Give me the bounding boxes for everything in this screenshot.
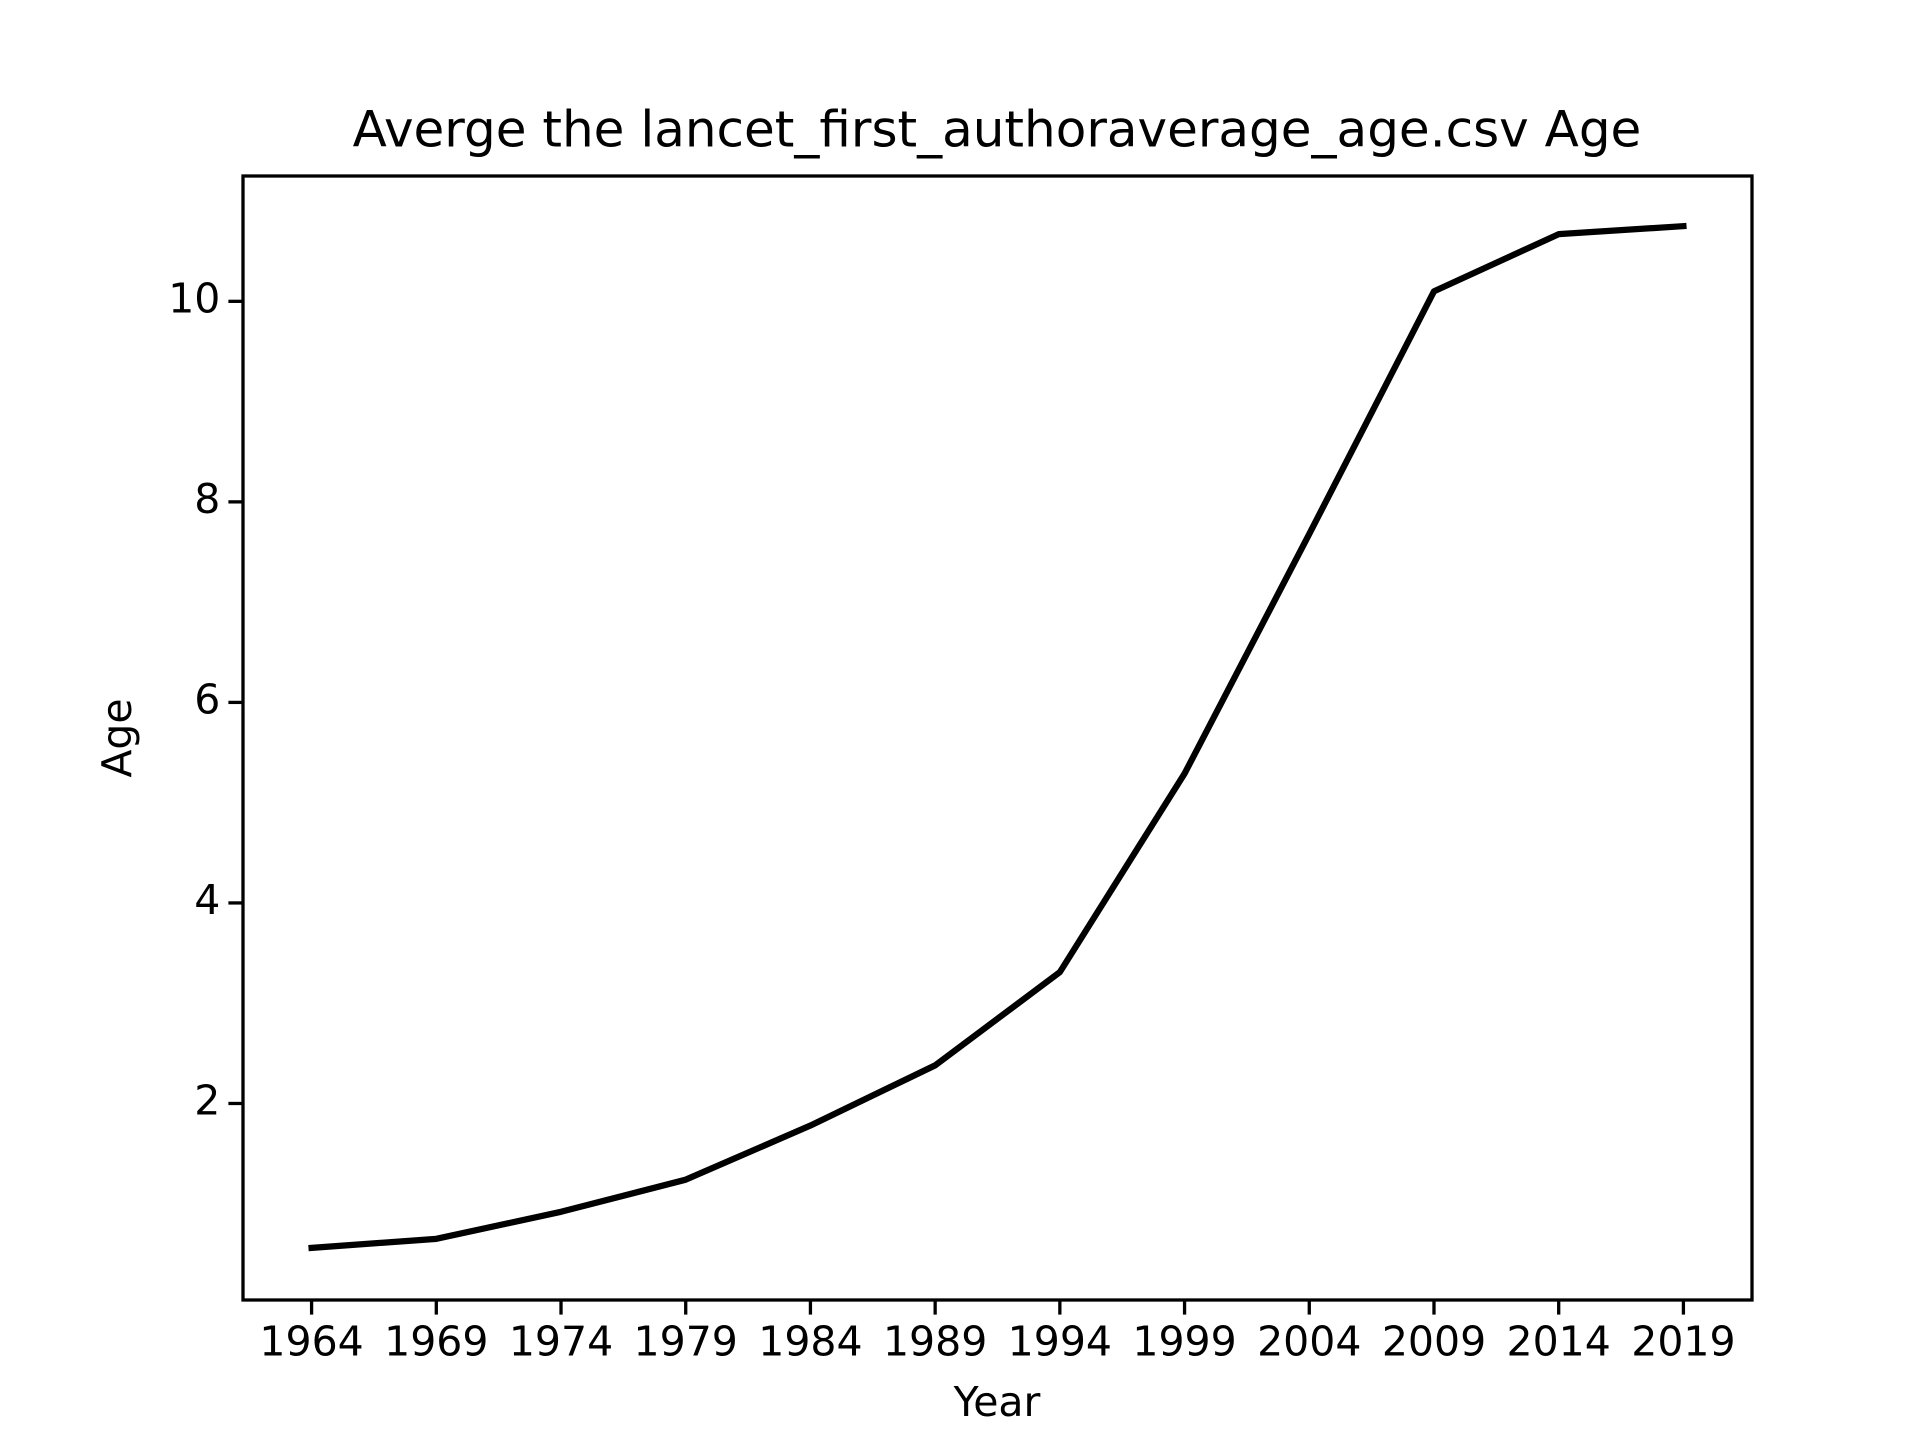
y-tick-label: 2 xyxy=(194,1076,220,1124)
x-tick-label: 1979 xyxy=(634,1318,738,1366)
x-tick-label: 2009 xyxy=(1382,1318,1486,1366)
x-tick-label: 1964 xyxy=(259,1318,363,1366)
x-tick-label: 2019 xyxy=(1631,1318,1735,1366)
y-tick-label: 10 xyxy=(168,274,220,322)
x-tick-label: 1999 xyxy=(1132,1318,1236,1366)
x-tick-label: 1989 xyxy=(883,1318,987,1366)
x-tick-label: 1984 xyxy=(758,1318,862,1366)
chart-title: Averge the lancet_first_authoraverage_ag… xyxy=(353,101,1642,159)
x-tick-label: 1974 xyxy=(509,1318,613,1366)
x-tick-label: 2004 xyxy=(1257,1318,1361,1366)
y-tick-label: 8 xyxy=(194,475,220,523)
y-axis-label: Age xyxy=(93,698,141,777)
plot-frame xyxy=(241,174,1754,1302)
x-axis-label: Year xyxy=(953,1378,1041,1426)
x-tick-label: 1969 xyxy=(384,1318,488,1366)
x-tick-label: 2014 xyxy=(1507,1318,1611,1366)
line xyxy=(308,222,1687,1252)
y-tick-label: 4 xyxy=(194,876,220,924)
x-tick-label: 1994 xyxy=(1008,1318,1112,1366)
y-tick-label: 6 xyxy=(194,675,220,723)
